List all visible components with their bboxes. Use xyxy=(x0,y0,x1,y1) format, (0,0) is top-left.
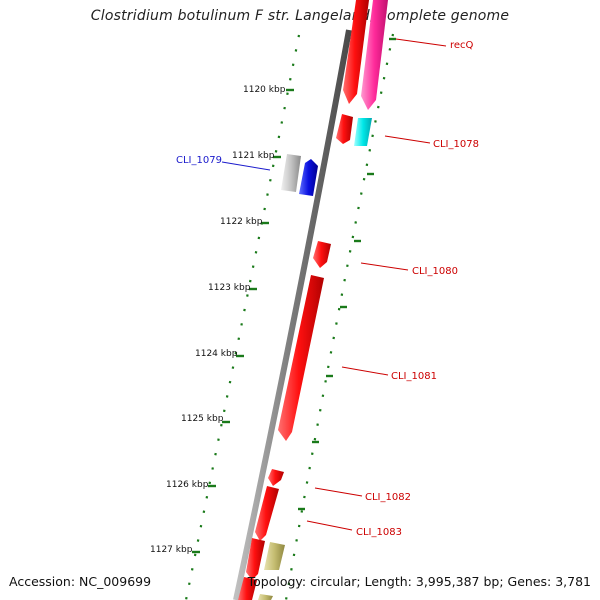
cds-feature-grey xyxy=(281,154,301,192)
cds-feature xyxy=(354,118,372,146)
cds-feature xyxy=(336,114,353,144)
forward-features xyxy=(238,0,388,600)
genome-summary-text: Topology: circular; Length: 3,995,387 bp… xyxy=(247,574,591,589)
kbp-label: 1123 kbp xyxy=(208,283,251,293)
cds-feature xyxy=(258,594,273,600)
reverse-features xyxy=(281,154,318,196)
label-leaders xyxy=(221,38,447,531)
outer-tick-track xyxy=(284,33,395,600)
kbp-label: 1120 kbp xyxy=(243,85,286,95)
kbp-label: 1121 kbp xyxy=(232,151,275,161)
gene-label-cli-1080[interactable]: CLI_1080 xyxy=(412,266,458,277)
cds-feature xyxy=(268,469,284,486)
gene-label-cli-1078[interactable]: CLI_1078 xyxy=(433,139,479,150)
cds-feature xyxy=(246,538,265,580)
cds-feature xyxy=(238,577,257,600)
inner-major-ticks xyxy=(192,88,294,554)
cds-feature xyxy=(255,486,279,541)
cds-feature xyxy=(313,241,331,268)
outer-major-ticks xyxy=(298,37,396,511)
kbp-label: 1126 kbp xyxy=(166,480,209,490)
gene-label-recq[interactable]: recQ xyxy=(450,40,474,51)
cds-feature-blue xyxy=(299,159,318,196)
map-title: Clostridium botulinum F str. Langeland, … xyxy=(90,8,510,24)
gene-label-cli-1081[interactable]: CLI_1081 xyxy=(391,371,437,382)
cds-feature xyxy=(278,275,324,441)
kbp-label: 1122 kbp xyxy=(220,217,263,227)
cds-feature xyxy=(343,0,369,104)
gene-label-cli-1083[interactable]: CLI_1083 xyxy=(356,527,402,538)
cds-feature xyxy=(361,0,388,110)
cds-feature xyxy=(264,542,285,570)
kbp-label: 1127 kbp xyxy=(150,545,193,555)
accession-text: Accession: NC_009699 xyxy=(9,574,152,589)
kbp-label: 1124 kbp xyxy=(195,349,238,359)
inner-tick-track xyxy=(184,34,301,600)
gene-label-cli-1082[interactable]: CLI_1082 xyxy=(365,492,411,503)
genome-backbone xyxy=(233,29,352,600)
gene-label-cli-1079[interactable]: CLI_1079 xyxy=(176,155,222,166)
kbp-label: 1125 kbp xyxy=(181,414,224,424)
